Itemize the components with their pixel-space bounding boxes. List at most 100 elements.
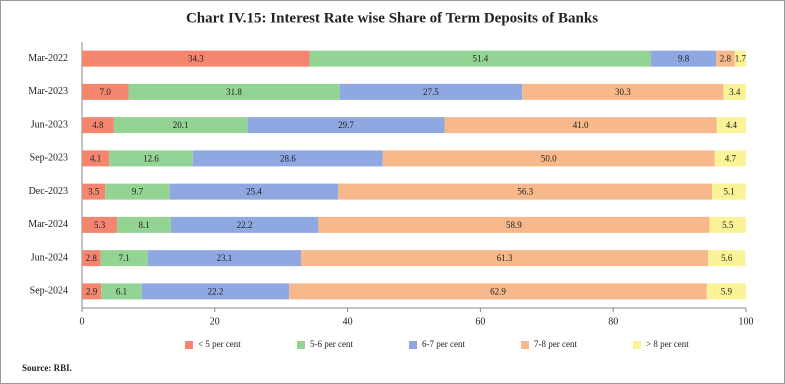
bar-segment bbox=[338, 183, 713, 200]
value-label: 4.8 bbox=[92, 120, 104, 130]
x-tick-label: 60 bbox=[475, 316, 485, 327]
value-label: 23.1 bbox=[217, 253, 233, 263]
bar-segment bbox=[309, 50, 652, 67]
value-label: 25.4 bbox=[246, 187, 262, 197]
value-label: 51.4 bbox=[473, 54, 489, 64]
bar-segment bbox=[247, 117, 445, 134]
value-label: 28.6 bbox=[280, 153, 296, 163]
x-tick-label: 40 bbox=[343, 316, 353, 327]
value-label: 8.1 bbox=[138, 220, 149, 230]
legend-swatch bbox=[633, 341, 641, 349]
y-tick-label: Jun-2024 bbox=[31, 252, 68, 263]
y-tick-label: Mar-2022 bbox=[28, 53, 68, 64]
bar-segment bbox=[141, 283, 290, 300]
bar-segment bbox=[82, 250, 101, 267]
bar-segment bbox=[708, 250, 746, 267]
bar-segment bbox=[82, 216, 118, 233]
y-tick-label: Dec-2023 bbox=[29, 186, 68, 197]
bar-segment bbox=[444, 117, 717, 134]
bar-segment bbox=[706, 283, 746, 300]
bar-segment bbox=[382, 150, 715, 167]
bar-segment bbox=[82, 183, 106, 200]
value-label: 29.7 bbox=[338, 120, 354, 130]
bar-segment bbox=[82, 283, 102, 300]
value-label: 27.5 bbox=[423, 87, 439, 97]
x-tick-label: 20 bbox=[210, 316, 220, 327]
bar-segment bbox=[734, 50, 746, 67]
bar-segment bbox=[109, 150, 193, 167]
bar-segment bbox=[105, 183, 170, 200]
x-tick-label: 0 bbox=[80, 316, 85, 327]
legend-swatch bbox=[297, 341, 305, 349]
value-label: 62.9 bbox=[490, 286, 506, 296]
value-label: 9.8 bbox=[678, 54, 690, 64]
bar-segment bbox=[82, 117, 114, 134]
value-label: 22.2 bbox=[237, 220, 253, 230]
value-label: 2.9 bbox=[86, 286, 98, 296]
x-tick-label: 100 bbox=[739, 316, 754, 327]
bar-segment bbox=[289, 283, 707, 300]
value-label: 50.0 bbox=[541, 153, 557, 163]
bar-segment bbox=[712, 183, 746, 200]
legend-label: 5-6 per cent bbox=[310, 339, 353, 349]
value-label: 1.7 bbox=[735, 54, 747, 64]
value-label: 2.8 bbox=[86, 253, 98, 263]
value-label: 7.0 bbox=[100, 87, 112, 97]
bar-segment bbox=[716, 50, 735, 67]
bar-segment bbox=[113, 117, 248, 134]
chart-title: Chart IV.15: Interest Rate wise Share of… bbox=[186, 10, 598, 26]
bar-segment bbox=[147, 250, 302, 267]
value-label: 3.5 bbox=[88, 187, 100, 197]
value-label: 5.9 bbox=[721, 286, 733, 296]
bar-segment bbox=[301, 250, 709, 267]
legend-swatch bbox=[521, 341, 529, 349]
bar-segment bbox=[169, 183, 339, 200]
value-label: 5.6 bbox=[721, 253, 733, 263]
value-label: 7.1 bbox=[119, 253, 130, 263]
legend-swatch bbox=[409, 341, 417, 349]
value-label: 22.2 bbox=[208, 286, 224, 296]
bar-segment bbox=[101, 283, 142, 300]
bar-segment bbox=[82, 83, 129, 100]
value-label: 12.6 bbox=[143, 153, 159, 163]
x-tick-label: 80 bbox=[608, 316, 618, 327]
bar-segment bbox=[128, 83, 340, 100]
bar-segment bbox=[82, 150, 110, 167]
value-label: 41.0 bbox=[573, 120, 589, 130]
bar-segment bbox=[716, 117, 746, 134]
value-label: 61.3 bbox=[497, 253, 513, 263]
value-label: 4.7 bbox=[725, 153, 737, 163]
legend-label: > 8 per cent bbox=[646, 339, 689, 349]
value-label: 5.1 bbox=[723, 187, 734, 197]
bar-segment bbox=[522, 83, 724, 100]
bar-segment bbox=[170, 216, 319, 233]
value-label: 9.7 bbox=[132, 187, 144, 197]
bar-segment bbox=[339, 83, 523, 100]
bar-segment bbox=[318, 216, 710, 233]
bar-segment bbox=[709, 216, 746, 233]
bar-segment bbox=[192, 150, 383, 167]
legend-swatch bbox=[185, 341, 193, 349]
y-tick-label: Jun-2023 bbox=[31, 119, 68, 130]
bar-segment bbox=[100, 250, 148, 267]
legend-label: < 5 per cent bbox=[198, 339, 241, 349]
y-tick-label: Mar-2023 bbox=[28, 86, 68, 97]
value-label: 58.9 bbox=[506, 220, 522, 230]
value-label: 4.1 bbox=[90, 153, 101, 163]
value-label: 20.1 bbox=[173, 120, 189, 130]
value-label: 30.3 bbox=[615, 87, 631, 97]
bar-segment bbox=[714, 150, 746, 167]
value-label: 2.8 bbox=[720, 54, 732, 64]
bar-segment bbox=[82, 50, 310, 67]
legend-label: 7-8 per cent bbox=[534, 339, 577, 349]
bar-segment bbox=[723, 83, 746, 100]
value-label: 5.3 bbox=[94, 220, 106, 230]
legend-label: 6-7 per cent bbox=[422, 339, 465, 349]
value-label: 4.4 bbox=[726, 120, 738, 130]
value-label: 5.5 bbox=[722, 220, 734, 230]
bar-segment bbox=[117, 216, 171, 233]
value-label: 34.3 bbox=[188, 54, 204, 64]
value-label: 3.4 bbox=[729, 87, 741, 97]
y-tick-label: Sep-2023 bbox=[30, 153, 68, 164]
